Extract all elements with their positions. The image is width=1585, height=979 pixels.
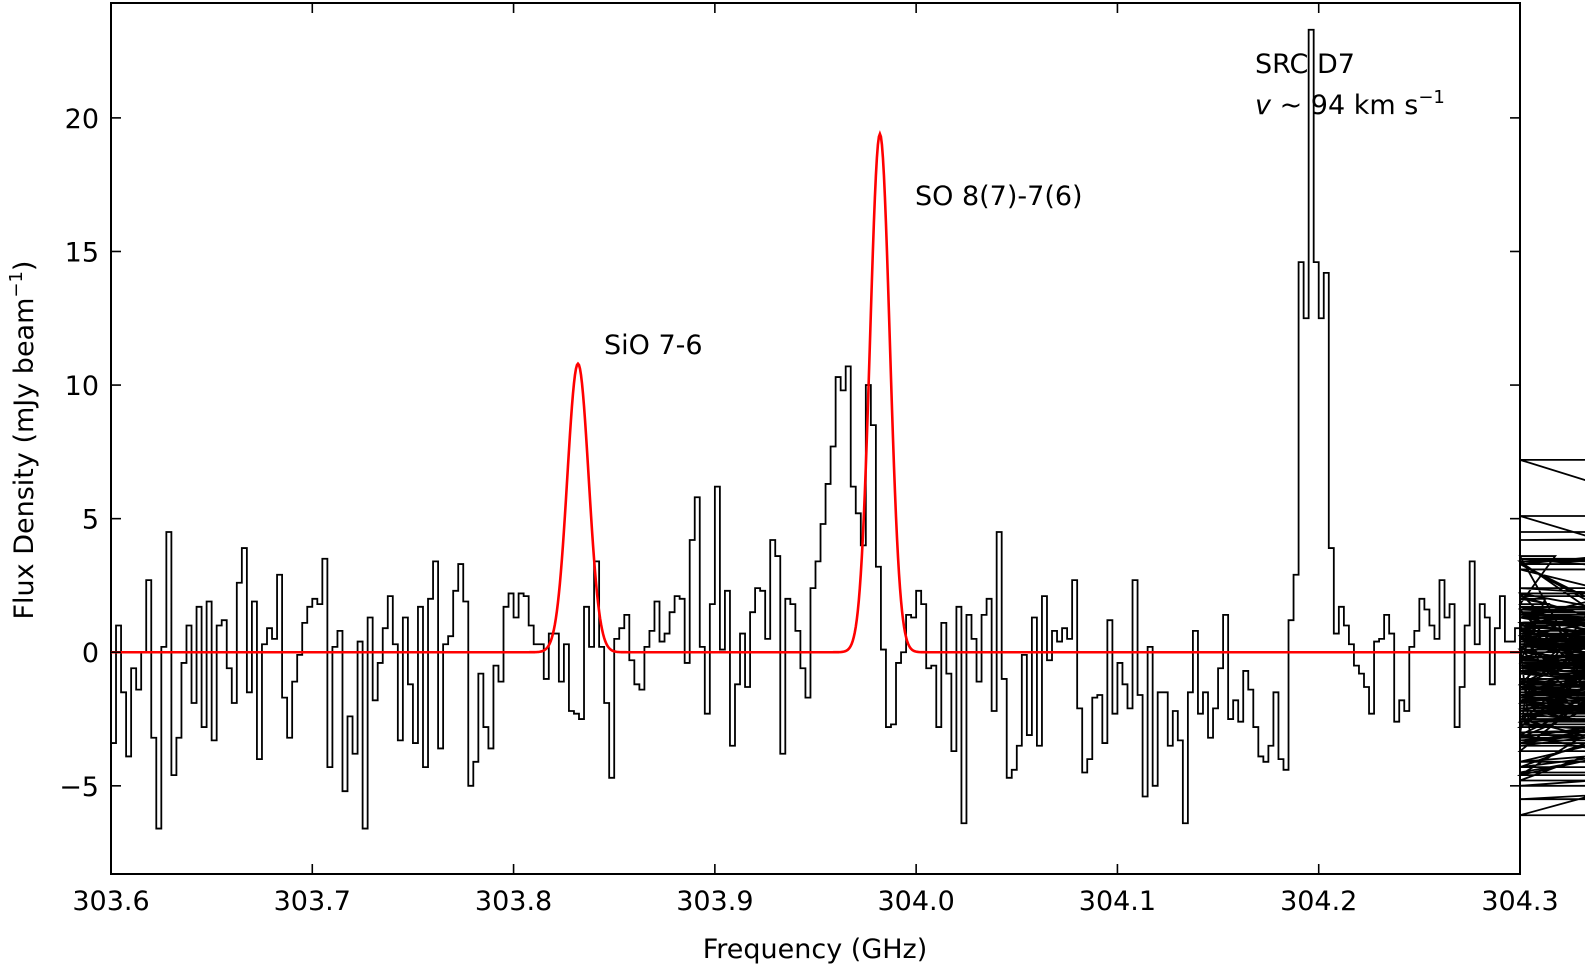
x-tick-label: 304.2 <box>1280 886 1357 917</box>
spectrum-line <box>111 28 1585 830</box>
y-axis-label-sup: −1 <box>6 271 27 298</box>
velocity-annotation: v ~ 94 km s−1 <box>1255 87 1445 121</box>
x-tick-label: 303.9 <box>676 886 753 917</box>
sio-line-label: SiO 7-6 <box>604 330 703 361</box>
y-axis-label: Flux Density (mJy beam−1) <box>6 261 40 620</box>
spectrum-series-group <box>111 28 1585 830</box>
x-ticks: 303.6 303.7 303.8 303.9 304.0 304.1 304.2 304.3 <box>72 3 1559 917</box>
y-tick-label: 20 <box>65 104 99 135</box>
fit-line <box>111 130 1520 654</box>
y-tick-label: 0 <box>82 638 99 669</box>
x-tick-label: 303.8 <box>475 886 552 917</box>
y-axis-label-close: ) <box>9 261 40 272</box>
x-tick-label: 303.7 <box>274 886 351 917</box>
x-tick-label: 304.3 <box>1481 886 1558 917</box>
x-axis-label: Frequency (GHz) <box>703 934 928 965</box>
y-ticks: −5 0 5 10 15 20 <box>59 104 1520 803</box>
axes-frame <box>110 2 1521 875</box>
velocity-value: ~ 94 km s <box>1271 90 1418 121</box>
x-tick-label: 304.0 <box>877 886 954 917</box>
y-axis-label-main: Flux Density (mJy beam <box>9 298 40 620</box>
x-tick-label: 303.6 <box>72 886 149 917</box>
source-annotation: SRC D7 <box>1255 49 1355 80</box>
velocity-unit-sup: −1 <box>1418 87 1445 108</box>
x-tick-label: 304.1 <box>1079 886 1156 917</box>
fit-series-group <box>111 130 1520 654</box>
y-tick-label: 5 <box>82 505 99 536</box>
plot-area: 303.6 303.7 303.8 303.9 304.0 304.1 304.2 304.3… <box>59 2 1585 917</box>
so-line-label: SO 8(7)-7(6) <box>915 181 1083 212</box>
y-tick-label: 10 <box>65 371 99 402</box>
y-tick-label: 15 <box>65 237 99 268</box>
velocity-symbol: v <box>1255 90 1272 121</box>
y-tick-label: −5 <box>59 772 99 803</box>
